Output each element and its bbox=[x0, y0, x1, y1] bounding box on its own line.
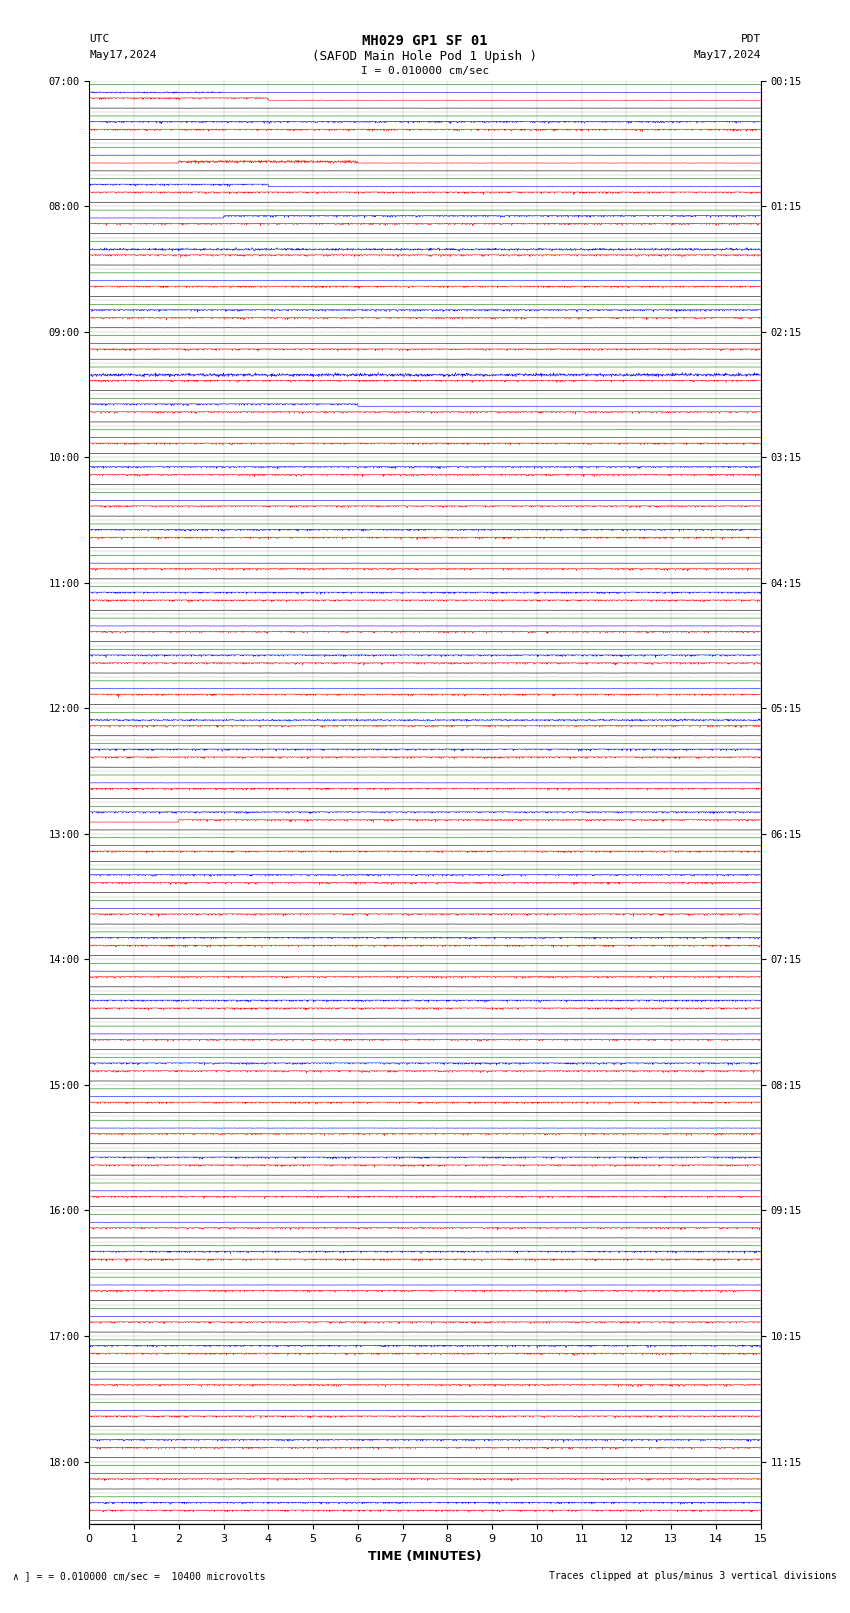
Text: UTC: UTC bbox=[89, 34, 110, 44]
Text: ∧ ] = = 0.010000 cm/sec =  10400 microvolts: ∧ ] = = 0.010000 cm/sec = 10400 microvol… bbox=[13, 1571, 265, 1581]
Text: May17,2024: May17,2024 bbox=[89, 50, 156, 60]
Text: I = 0.010000 cm/sec: I = 0.010000 cm/sec bbox=[361, 66, 489, 76]
Text: (SAFOD Main Hole Pod 1 Upish ): (SAFOD Main Hole Pod 1 Upish ) bbox=[313, 50, 537, 63]
Text: PDT: PDT bbox=[740, 34, 761, 44]
Text: MH029 GP1 SF 01: MH029 GP1 SF 01 bbox=[362, 34, 488, 48]
Text: May17,2024: May17,2024 bbox=[694, 50, 761, 60]
X-axis label: TIME (MINUTES): TIME (MINUTES) bbox=[368, 1550, 482, 1563]
Text: Traces clipped at plus/minus 3 vertical divisions: Traces clipped at plus/minus 3 vertical … bbox=[549, 1571, 837, 1581]
